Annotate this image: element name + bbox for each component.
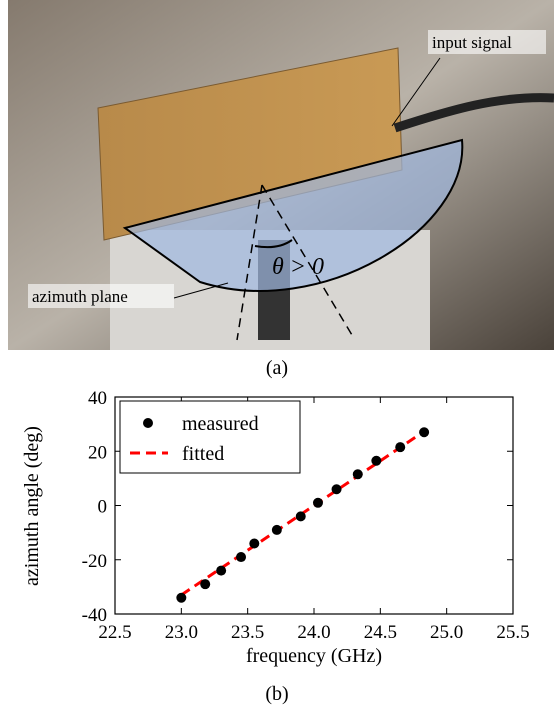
- y-tick-label: 40: [88, 388, 107, 409]
- y-tick-label: -40: [82, 605, 107, 626]
- y-axis-label: azimuth angle (deg): [21, 426, 43, 586]
- legend-label: fitted: [182, 443, 224, 465]
- y-tick-label: 0: [98, 497, 108, 518]
- photo-label: azimuth plane: [32, 287, 128, 306]
- legend-marker: [143, 418, 153, 428]
- data-point: [200, 579, 210, 589]
- data-point: [419, 427, 429, 437]
- photo-label: input signal: [432, 33, 512, 52]
- data-point: [332, 484, 342, 494]
- figure: input signal azimuth plane θ > 0 (a) (b)…: [0, 0, 554, 714]
- data-point: [395, 442, 405, 452]
- x-tick-label: 24.5: [364, 622, 397, 643]
- caption: (a): [266, 357, 288, 379]
- x-axis-label: frequency (GHz): [246, 645, 382, 667]
- x-tick-label: 23.0: [165, 622, 198, 643]
- data-point: [296, 511, 306, 521]
- y-tick-label: -20: [82, 551, 107, 572]
- photo: input signal azimuth plane θ > 0: [8, 0, 554, 350]
- x-tick-label: 23.5: [231, 622, 264, 643]
- data-point: [249, 538, 259, 548]
- data-point: [236, 552, 246, 562]
- x-tick-label: 25.5: [496, 622, 529, 643]
- data-point: [176, 593, 186, 603]
- data-point: [313, 498, 323, 508]
- legend-label: measured: [182, 413, 259, 435]
- x-tick-label: 24.0: [297, 622, 330, 643]
- x-tick-label: 25.0: [430, 622, 463, 643]
- caption: (b): [265, 683, 288, 705]
- data-point: [272, 525, 282, 535]
- data-point: [371, 456, 381, 466]
- photo-label: θ > 0: [272, 254, 324, 280]
- y-tick-label: 20: [88, 442, 107, 463]
- data-point: [353, 469, 363, 479]
- data-point: [216, 566, 226, 576]
